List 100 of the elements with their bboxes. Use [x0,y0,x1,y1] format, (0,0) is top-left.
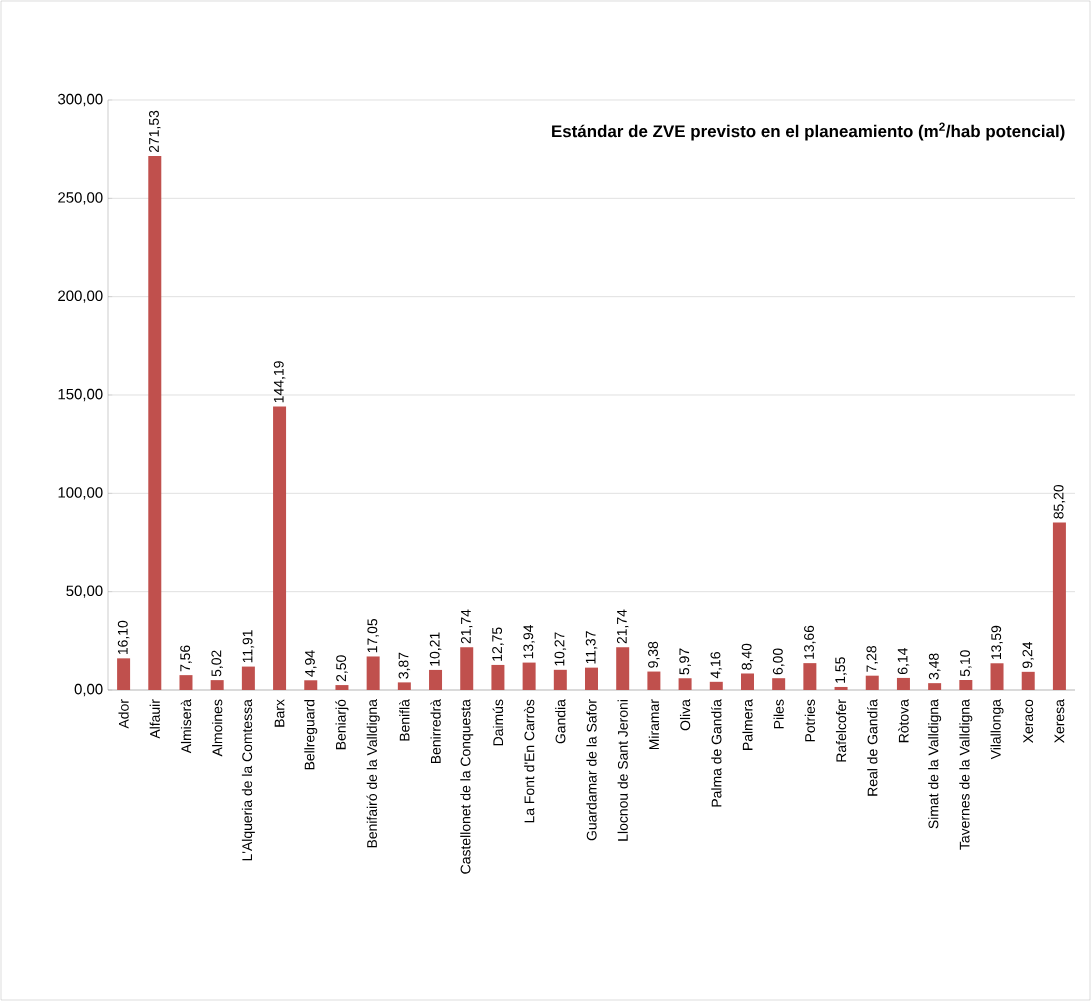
x-tick-label: Xeresa [1054,699,1065,743]
data-label: 8,40 [741,643,754,670]
data-label: 11,37 [585,631,598,664]
x-tick-label: L'Alqueria de la Comtessa [241,699,255,861]
data-label: 21,74 [616,609,629,644]
x-tick-label: Palma de Gandía [711,699,722,807]
data-label: 4,94 [304,650,317,677]
text: Estándar de ZVE previsto en el planeamiento (m$^{2}$/hab potencial) [552,122,1065,141]
x-tick-label: Ador [118,699,129,729]
bar [522,662,536,690]
x-tick-label: Rafelcofer [835,699,847,762]
x-tick-label: Llocnou de Sant Jeroni [617,700,628,841]
bar [179,675,193,690]
bar [772,678,786,690]
x-tick-label: Beniarjó [335,699,349,750]
x-tick-label: Almiserà [180,699,192,754]
bar [491,664,505,690]
y-tick-label: 300,00 [58,93,103,107]
data-label: 12,75 [492,627,504,661]
data-label: 5,10 [960,650,972,677]
bar [678,678,692,690]
data-label: 13,66 [804,625,816,659]
bar [273,406,287,690]
data-label: 16,10 [117,620,130,655]
bar [959,679,973,690]
bar [803,663,817,690]
data-label: 3,48 [928,653,941,680]
bar [709,681,723,690]
data-label: 17,05 [367,618,379,653]
data-label: 144,19 [273,361,286,403]
bar [304,680,318,690]
data-label: 9,24 [1022,641,1034,668]
y-tick-label: 200,00 [58,290,103,303]
x-tick-label: Simat de la Valldigna [928,699,942,829]
x-tick-label: Barx [274,699,285,727]
x-tick-label: Palmera [742,699,753,750]
data-label: 9,38 [648,641,660,668]
bar [210,680,224,690]
x-tick-label: Almoines [212,699,223,757]
data-label: 7,56 [180,645,192,672]
x-tick-label: Alfauir [149,699,160,739]
data-label: 10,27 [554,632,567,666]
x-tick-label: Beniflà [399,699,410,741]
bar [740,673,754,690]
bar [585,667,598,690]
data-label: 10,21 [429,632,442,666]
bar [335,685,349,690]
bar [896,677,910,690]
bar [647,671,661,690]
data-label: 6,14 [897,647,910,675]
x-tick-label: Bellreguard [304,700,318,770]
x-tick-label: Piles [773,699,784,729]
x-tick-label: Ròtova [898,699,909,743]
data-label: 11,91 [242,630,255,663]
bar [553,669,567,690]
data-label: 85,20 [1053,484,1066,519]
x-tick-label: La Font d'En Carròs [523,699,535,823]
bar [148,155,162,690]
y-tick-label: 250,00 [58,192,103,205]
bar [834,686,848,690]
x-tick-label: Castellonet de la Conquesta [460,699,474,874]
bar [366,656,380,690]
bar [241,666,255,690]
bar [1021,671,1035,690]
x-tick-label: Real de Gandía [867,699,878,796]
bar [928,683,942,690]
bar [429,669,443,690]
data-label: 6,00 [772,648,785,675]
data-label: 21,74 [460,609,473,644]
bar [990,663,1004,690]
y-tick-label: 150,00 [58,388,103,402]
data-label: 5,02 [211,650,223,677]
data-label: 1,55 [835,657,847,683]
bar [1052,522,1066,690]
x-tick-label: Tavernes de la Valldigna [959,699,973,850]
x-tick-label: Gandia [555,699,566,744]
bar [616,647,630,690]
bar [397,682,411,690]
x-tick-label: Oliva [679,699,691,731]
data-label: 2,50 [336,655,348,682]
data-label: 13,94 [523,624,535,659]
x-tick-label: Xeraco [1023,699,1034,743]
data-label: 7,28 [866,645,879,672]
x-tick-label: Benifairó de la Valldigna [366,699,380,848]
y-tick-label: 0,00 [74,683,103,697]
bar [117,658,131,690]
y-tick-label: 100,00 [58,487,103,500]
x-tick-label: Potries [804,699,815,742]
x-tick-label: Daimús [492,699,504,746]
x-tick-label: Guardamar de la Safor [586,699,597,841]
x-tick-label: Miramar [648,699,660,750]
x-tick-label: Vilallonga [990,699,1004,760]
y-tick-label: 50,00 [66,585,103,598]
bar [460,647,474,690]
x-tick-label: Benirredrà [430,699,441,764]
bar [865,675,879,690]
data-label: 271,53 [149,110,161,153]
data-label: 13,59 [991,625,1003,660]
data-label: 5,97 [679,648,691,675]
data-label: 3,87 [398,652,411,679]
